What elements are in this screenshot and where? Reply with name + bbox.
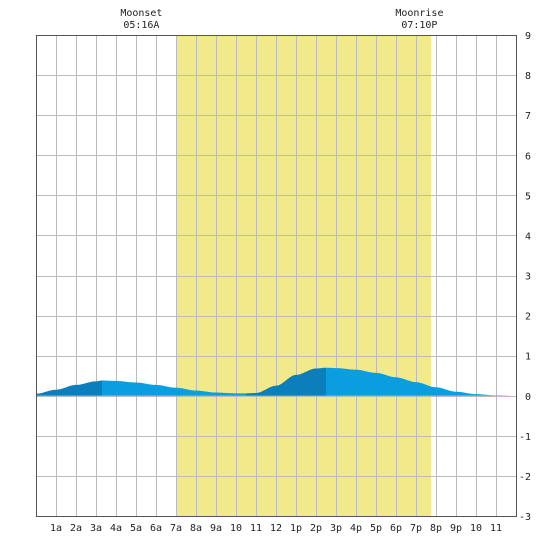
x-tick-label: 4a — [110, 523, 122, 534]
x-tick-label: 7p — [410, 523, 422, 534]
x-tick-label: 10 — [470, 523, 482, 534]
y-tick-label: -3 — [519, 512, 531, 523]
y-tick-label: 1 — [525, 352, 531, 363]
y-tick-label: 6 — [525, 151, 531, 162]
y-tick-label: 5 — [525, 191, 531, 202]
x-tick-label: 11 — [490, 523, 502, 534]
x-tick-label: 3p — [330, 523, 342, 534]
y-tick-label: -1 — [519, 432, 531, 443]
plot-frame — [36, 35, 517, 517]
x-tick-label: 7a — [170, 523, 182, 534]
y-tick-label: 7 — [525, 111, 531, 122]
tide-area-rising — [36, 380, 102, 396]
x-tick-label: 12 — [270, 523, 282, 534]
y-tick-label: 3 — [525, 272, 531, 283]
y-tick-label: 4 — [525, 231, 531, 242]
y-tick-label: 0 — [525, 392, 531, 403]
x-tick-label: 3a — [90, 523, 102, 534]
x-tick-label: 10 — [230, 523, 242, 534]
y-tick-label: 8 — [525, 71, 531, 82]
moon-event-time: 05:16A — [123, 20, 159, 31]
y-tick-label: 2 — [525, 312, 531, 323]
x-tick-label: 4p — [350, 523, 362, 534]
x-tick-label: 9a — [210, 523, 222, 534]
x-tick-label: 9p — [450, 523, 462, 534]
moon-event-title: Moonset — [120, 8, 162, 19]
x-tick-label: 5a — [130, 523, 142, 534]
x-tick-label: 6a — [150, 523, 162, 534]
x-tick-label: 1p — [290, 523, 302, 534]
x-tick-label: 1a — [50, 523, 62, 534]
x-tick-label: 5p — [370, 523, 382, 534]
y-tick-label: 9 — [525, 31, 531, 42]
moon-event-time: 07:10P — [401, 20, 437, 31]
tide-area-falling — [326, 367, 516, 396]
y-tick-label: -2 — [519, 472, 531, 483]
x-tick-label: 2p — [310, 523, 322, 534]
y-tick-labels: 9 8 7 6 5 4 3 2 1 0 -1 -2 -3 — [519, 31, 531, 523]
x-tick-label: 8a — [190, 523, 202, 534]
x-tick-labels: 1a 2a 3a 4a 5a 6a 7a 8a 9a 10 11 12 1p 2p 3p 4p 5p 6p 7p 8p… — [50, 523, 502, 534]
tide-area-layer — [36, 367, 516, 396]
daylight-band — [176, 35, 431, 516]
tide-area-falling — [102, 380, 246, 396]
x-tick-label: 8p — [430, 523, 442, 534]
x-tick-label: 11 — [250, 523, 262, 534]
moon-event-title: Moonrise — [395, 8, 443, 19]
tide-area-rising — [246, 367, 326, 396]
x-tick-label: 2a — [70, 523, 82, 534]
x-tick-label: 6p — [390, 523, 402, 534]
daylight-band-layer — [176, 35, 431, 516]
